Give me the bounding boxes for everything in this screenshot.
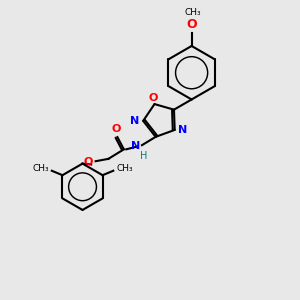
Text: N: N xyxy=(178,125,188,135)
Text: CH₃: CH₃ xyxy=(184,8,201,17)
Text: O: O xyxy=(186,18,197,31)
Text: O: O xyxy=(111,124,121,134)
Text: O: O xyxy=(84,158,93,167)
Text: H: H xyxy=(140,151,148,161)
Text: N: N xyxy=(131,141,140,152)
Text: O: O xyxy=(149,93,158,103)
Text: N: N xyxy=(130,116,140,126)
Text: CH₃: CH₃ xyxy=(116,164,133,173)
Text: CH₃: CH₃ xyxy=(32,164,49,173)
